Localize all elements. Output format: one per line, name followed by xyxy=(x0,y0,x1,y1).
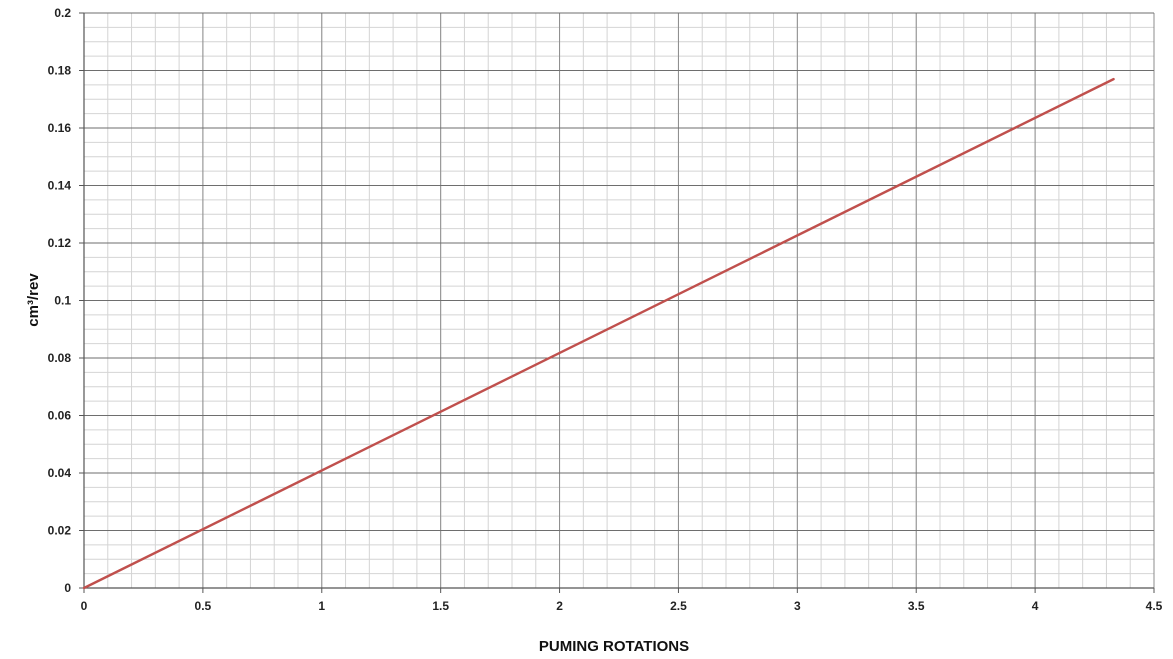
x-tick-label: 3 xyxy=(794,599,801,613)
x-axis-title: PUMING ROTATIONS xyxy=(539,638,689,655)
y-tick-label: 0.12 xyxy=(48,236,72,250)
y-tick-label: 0 xyxy=(64,581,71,595)
x-tick-label: 0 xyxy=(81,599,88,613)
y-tick-label: 0.1 xyxy=(54,294,71,308)
x-tick-label: 1.5 xyxy=(432,599,449,613)
y-tick-label: 0.14 xyxy=(48,179,72,193)
y-tick-label: 0.18 xyxy=(48,64,72,78)
y-tick-label: 0.08 xyxy=(48,351,72,365)
series-layer xyxy=(82,77,1115,590)
x-tick-label: 1 xyxy=(318,599,325,613)
x-tick-label: 3.5 xyxy=(908,599,925,613)
y-tick-label: 0.16 xyxy=(48,121,72,135)
x-tick-label: 4 xyxy=(1032,599,1039,613)
y-tick-label: 0.06 xyxy=(48,409,72,423)
x-tick-label: 2 xyxy=(556,599,563,613)
axes xyxy=(79,12,1155,593)
x-tick-label: 0.5 xyxy=(195,599,212,613)
y-axis-title: cm³/rev xyxy=(25,273,42,327)
x-tick-labels: 0 0.5 1 1.5 2 2.5 3 3.5 4 4.5 xyxy=(81,599,1163,613)
x-tick-label: 4.5 xyxy=(1146,599,1163,613)
x-tick-label: 2.5 xyxy=(670,599,687,613)
y-tick-label: 0.2 xyxy=(54,6,71,20)
y-tick-labels: 0 0.02 0.04 0.06 0.08 0.1 0.12 0.14 0.16 0.18 0.2 xyxy=(48,6,72,595)
series-line xyxy=(82,77,1115,590)
y-tick-label: 0.02 xyxy=(48,524,72,538)
y-tick-label: 0.04 xyxy=(48,466,72,480)
